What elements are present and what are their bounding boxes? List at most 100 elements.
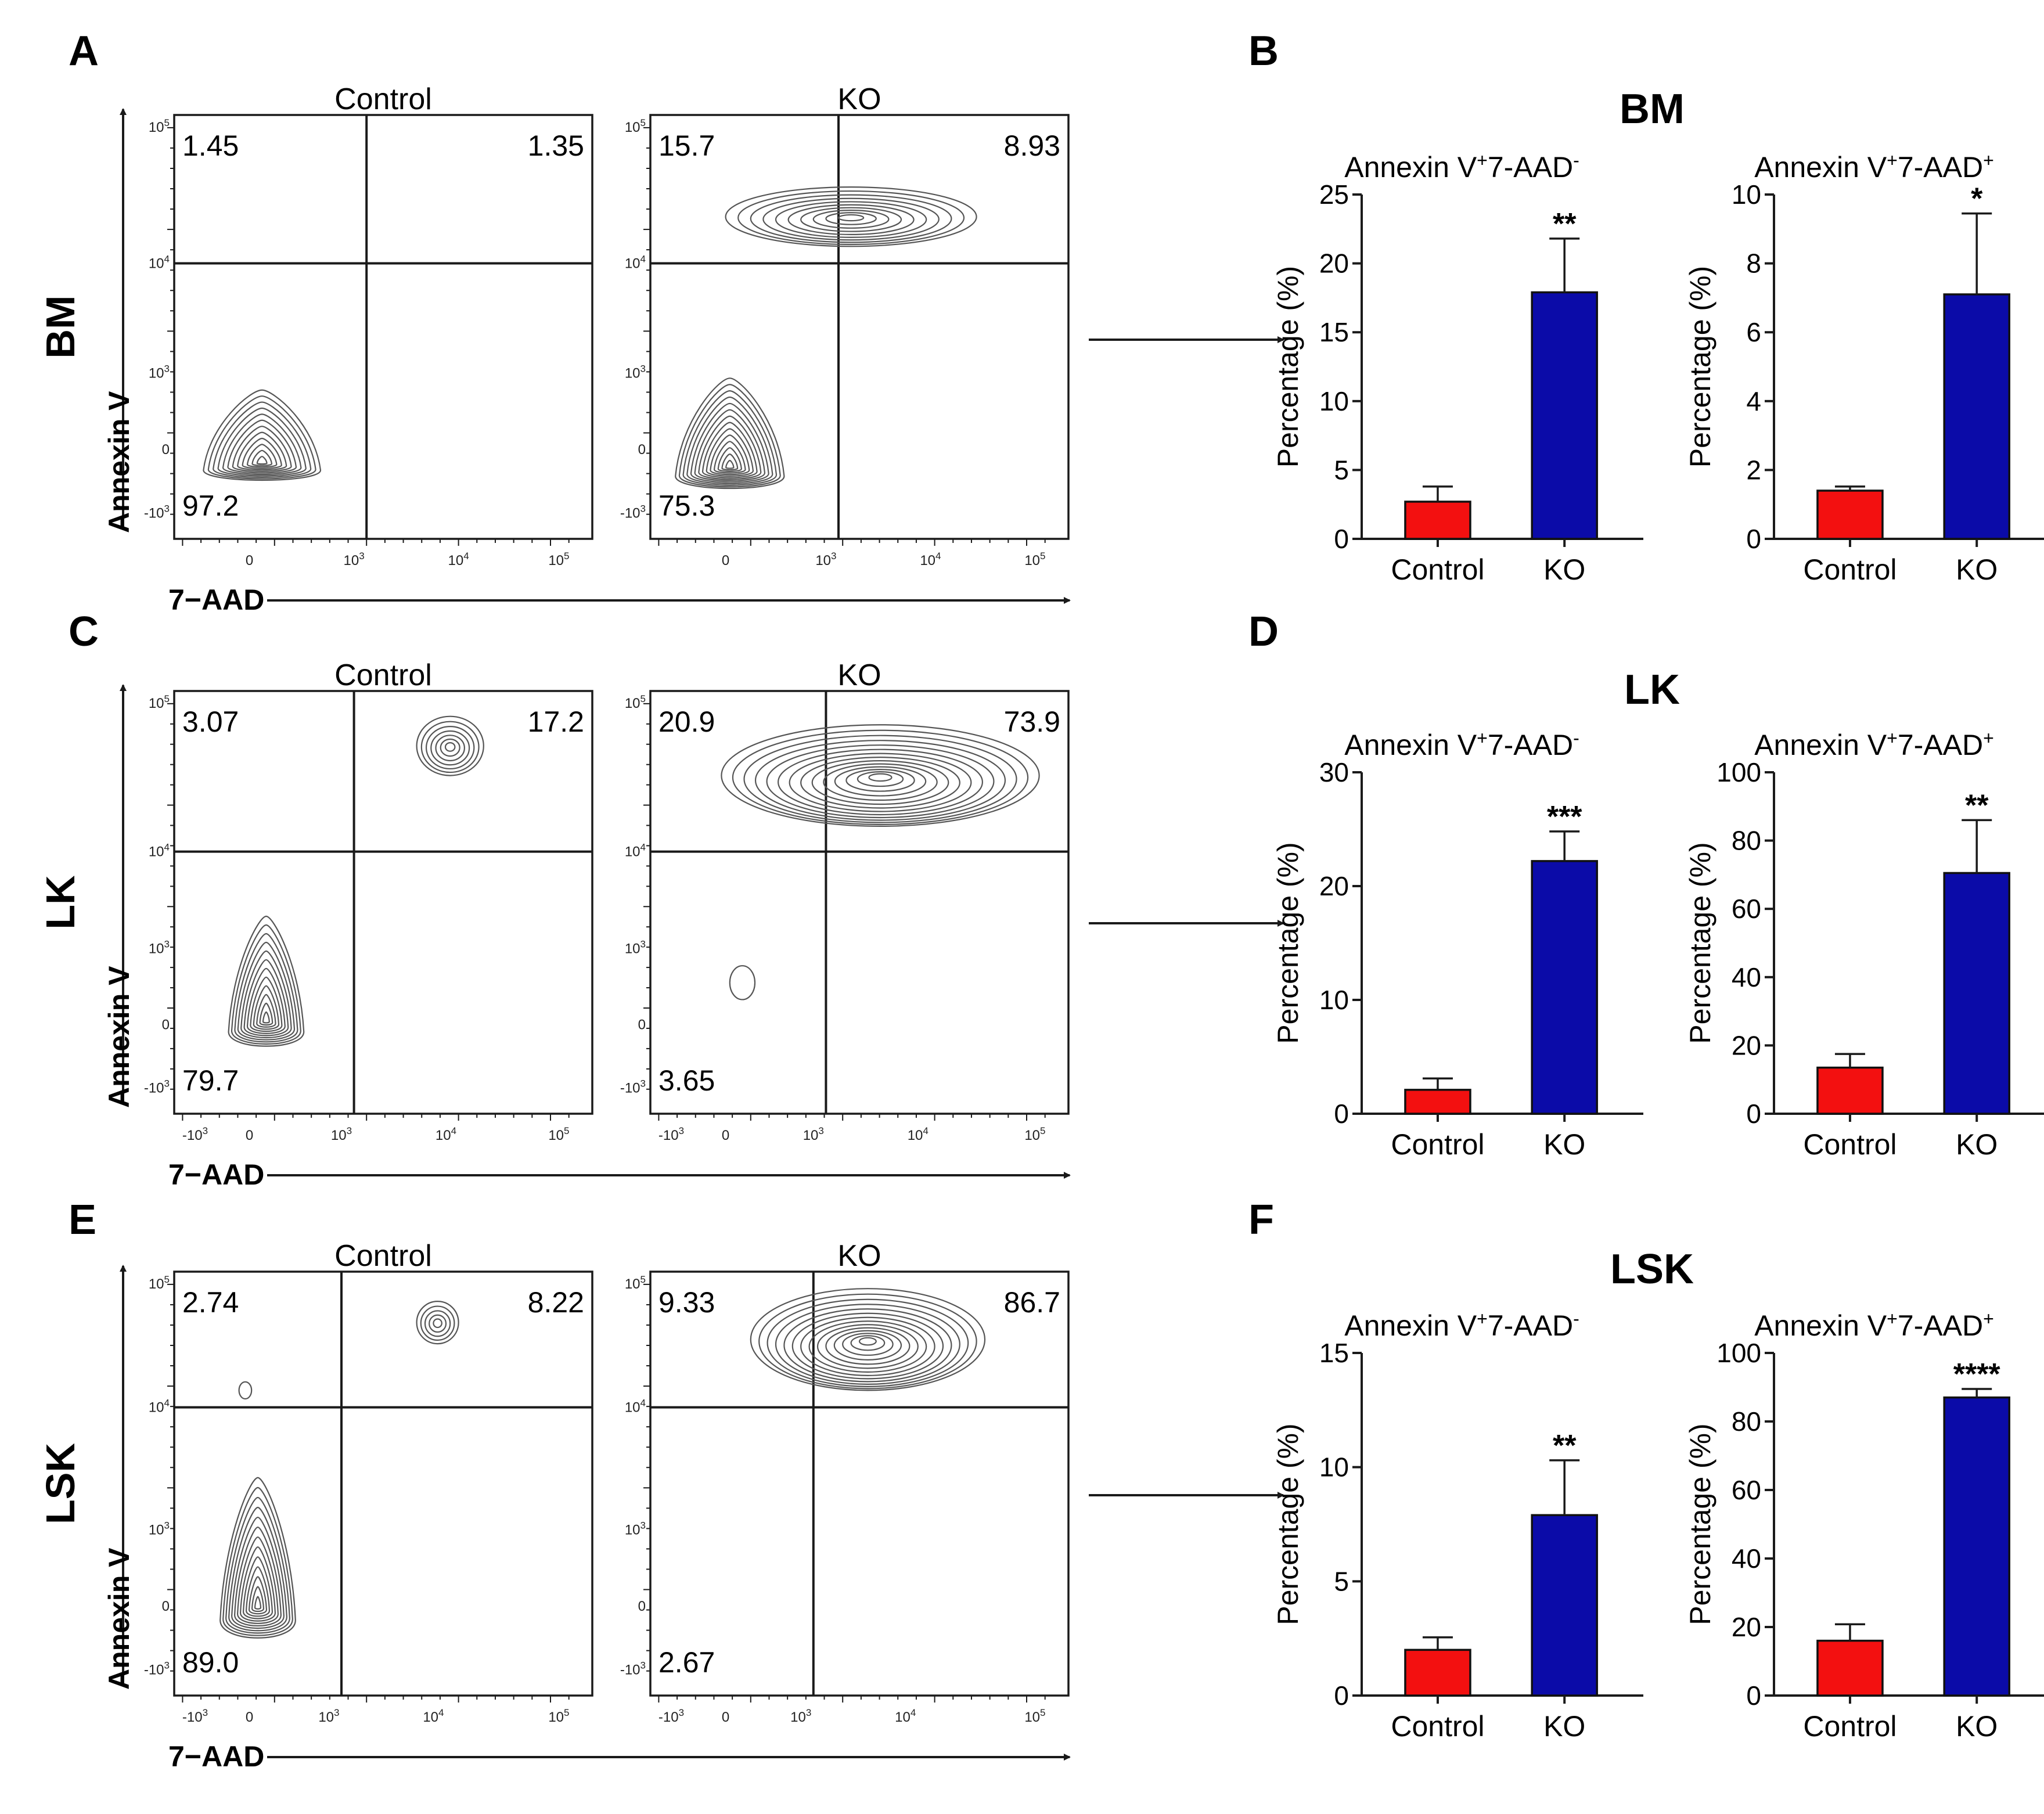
row-label: BM <box>38 296 83 359</box>
plot-title: KO <box>837 1239 881 1273</box>
row-label: LK <box>38 875 83 929</box>
contour-line <box>246 967 286 1034</box>
y-tick-label: 15 <box>1319 317 1349 347</box>
contour-line <box>219 1477 296 1639</box>
y-tick-1e5: 105 <box>625 693 646 711</box>
y-tick-label: 25 <box>1319 179 1349 210</box>
plot-title: KO <box>837 82 881 116</box>
x-tick-1e5: 105 <box>548 550 569 568</box>
contour-line <box>845 769 915 792</box>
contour-line <box>429 1314 447 1333</box>
contour-line <box>245 1566 271 1617</box>
flow-panel-E: E LSK Annexin V 7−AAD Control 2.74 8.22 89.0 -10… <box>38 1197 1284 1773</box>
contour-line <box>675 377 785 490</box>
contour-line <box>222 413 302 475</box>
y-tick-label: 6 <box>1746 317 1761 347</box>
contour-line <box>725 459 735 469</box>
x-tick-1e4: 104 <box>448 550 469 568</box>
bar-ko <box>1943 293 2010 540</box>
y-tick-1e5: 105 <box>625 1274 646 1292</box>
x-tick-zero: 0 <box>722 1709 729 1725</box>
bar-control <box>1404 501 1471 540</box>
contour-line <box>775 201 927 238</box>
contour-line <box>225 1496 290 1634</box>
contour-line <box>816 1324 919 1369</box>
bar-chart-lsk-neg: F LSK Annexin V+7-AAD- 0 5 10 15 Percentage (%)… <box>1248 1197 1694 1743</box>
y-tick-label: 0 <box>1746 524 1761 554</box>
y-tick-neg: -103 <box>144 503 170 521</box>
chart-title: Annexin V+7-AAD+ <box>1754 150 1994 183</box>
x-axis-title: 7−AAD <box>168 584 264 616</box>
contour-line <box>232 426 292 472</box>
significance-marker: * <box>1971 182 1983 216</box>
contour-line <box>242 1556 274 1619</box>
y-tick-neg: -103 <box>144 1660 170 1678</box>
x-tick-label: KO <box>1543 1710 1585 1743</box>
contour-line <box>694 409 766 481</box>
y-axis-label: Percentage (%) <box>1272 842 1304 1043</box>
contour-line <box>791 1312 944 1380</box>
contour-line <box>682 390 778 486</box>
contour-line <box>686 396 773 485</box>
plot-frame <box>649 690 1070 1115</box>
bar-control <box>1816 1066 1884 1115</box>
y-tick-1e3: 103 <box>625 1520 646 1538</box>
flow-plot-control: Control 3.07 17.2 79.7 -103 0 103 104 105 105 104 1… <box>144 658 593 1143</box>
flow-plot-ko: KO 15.7 8.93 75.3 0 103 104 105 105 104 103 0 -103 <box>620 82 1070 568</box>
x-tick-label: Control <box>1803 553 1897 586</box>
panel-letter: F <box>1248 1197 1274 1243</box>
contour-line <box>238 1381 253 1400</box>
y-tick-zero: 0 <box>638 1017 646 1032</box>
population-live <box>729 965 756 1000</box>
contour-line <box>825 212 877 225</box>
contour-line <box>246 444 278 468</box>
y-axis-label: Percentage (%) <box>1684 1423 1716 1625</box>
contour-line <box>750 194 952 243</box>
y-tick-1e4: 104 <box>625 1398 646 1416</box>
x-tick-1e3: 103 <box>344 550 365 568</box>
bar-chart-lk-pos: Annexin V+7-AAD+ 0 20 40 60 80 100 Percentage (… <box>1684 728 2044 1161</box>
x-tick-zero: 0 <box>246 1128 253 1143</box>
y-tick-neg: -103 <box>620 503 646 521</box>
contour-line <box>416 715 484 776</box>
contour-line <box>842 1333 894 1356</box>
contour-line <box>254 1596 262 1610</box>
y-tick-label: 10 <box>1732 179 1761 210</box>
y-tick-label: 60 <box>1732 894 1761 924</box>
contour-line <box>754 740 1006 821</box>
population-dead <box>416 715 484 776</box>
contour-line <box>237 941 296 1041</box>
panel-letter: A <box>69 28 99 74</box>
y-tick-zero: 0 <box>638 1599 646 1614</box>
contour-line <box>701 422 758 478</box>
contour-line <box>678 384 781 488</box>
bar-control <box>1404 1649 1471 1697</box>
flow-plot-ko: KO 9.33 86.7 2.67 -103 0 103 104 105 105 104 103 0 -1… <box>620 1239 1070 1725</box>
y-tick-label: 0 <box>1334 1680 1349 1711</box>
flow-panel-A: A BM Annexin V 7−AAD Control 1.45 1.35 97.2 0 103… <box>38 28 1284 616</box>
x-tick-neg: -103 <box>182 1125 208 1143</box>
significance-marker: ** <box>1965 789 1989 822</box>
panel-letter: B <box>1248 28 1279 74</box>
quadrant-lower-left: 75.3 <box>658 490 715 522</box>
contour-line <box>430 730 470 766</box>
y-tick-label: 100 <box>1716 757 1761 787</box>
x-tick-label: KO <box>1956 1710 1998 1743</box>
x-axis-title: 7−AAD <box>168 1158 264 1191</box>
y-axis-title: Annexin V <box>103 1547 135 1690</box>
significance-marker: *** <box>1547 800 1582 834</box>
y-tick-label: 0 <box>1746 1680 1761 1711</box>
quadrant-upper-left: 1.45 <box>182 129 239 162</box>
quadrant-upper-right: 17.2 <box>528 706 584 738</box>
y-tick-1e3: 103 <box>149 938 170 956</box>
y-tick-label: 15 <box>1319 1338 1349 1368</box>
x-tick-1e5: 105 <box>1024 1707 1045 1725</box>
y-axis-title: Annexin V <box>103 391 135 533</box>
contour-line <box>710 434 750 476</box>
x-tick-1e5: 105 <box>548 1125 569 1143</box>
quadrant-upper-left: 15.7 <box>658 129 715 162</box>
contour-line <box>732 729 1029 826</box>
panel-letter: E <box>69 1197 96 1243</box>
